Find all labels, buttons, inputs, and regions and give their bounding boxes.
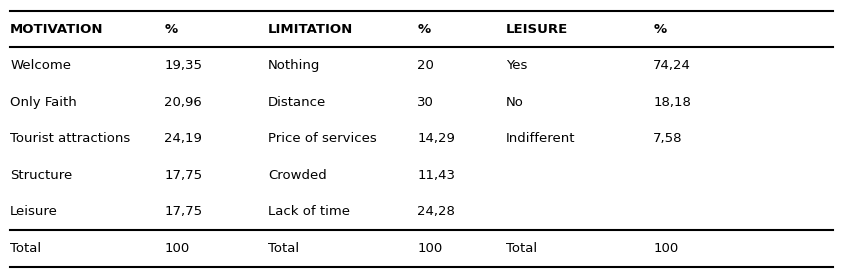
Text: 74,24: 74,24	[653, 59, 691, 72]
Text: Welcome: Welcome	[10, 59, 71, 72]
Text: Indifferent: Indifferent	[506, 132, 575, 145]
Text: 100: 100	[417, 242, 443, 255]
Text: LIMITATION: LIMITATION	[268, 23, 353, 36]
Text: Crowded: Crowded	[268, 169, 327, 182]
Text: LEISURE: LEISURE	[506, 23, 568, 36]
Text: Total: Total	[10, 242, 41, 255]
Text: Total: Total	[506, 242, 537, 255]
Text: Price of services: Price of services	[268, 132, 377, 145]
Text: %: %	[417, 23, 431, 36]
Text: Tourist attractions: Tourist attractions	[10, 132, 131, 145]
Text: 24,19: 24,19	[164, 132, 202, 145]
Text: %: %	[164, 23, 178, 36]
Text: %: %	[653, 23, 667, 36]
Text: Yes: Yes	[506, 59, 527, 72]
Text: 18,18: 18,18	[653, 96, 691, 109]
Text: 24,28: 24,28	[417, 205, 455, 218]
Text: 100: 100	[164, 242, 190, 255]
Text: 7,58: 7,58	[653, 132, 683, 145]
Text: 17,75: 17,75	[164, 169, 202, 182]
Text: Lack of time: Lack of time	[268, 205, 350, 218]
Text: 30: 30	[417, 96, 434, 109]
Text: 14,29: 14,29	[417, 132, 455, 145]
Text: Only Faith: Only Faith	[10, 96, 77, 109]
Text: No: No	[506, 96, 524, 109]
Text: Nothing: Nothing	[268, 59, 320, 72]
Text: Leisure: Leisure	[10, 205, 58, 218]
Text: MOTIVATION: MOTIVATION	[10, 23, 104, 36]
Text: 100: 100	[653, 242, 679, 255]
Text: 20: 20	[417, 59, 434, 72]
Text: 11,43: 11,43	[417, 169, 455, 182]
Text: 20,96: 20,96	[164, 96, 202, 109]
Text: Distance: Distance	[268, 96, 326, 109]
Text: 19,35: 19,35	[164, 59, 202, 72]
Text: 17,75: 17,75	[164, 205, 202, 218]
Text: Total: Total	[268, 242, 299, 255]
Text: Structure: Structure	[10, 169, 72, 182]
